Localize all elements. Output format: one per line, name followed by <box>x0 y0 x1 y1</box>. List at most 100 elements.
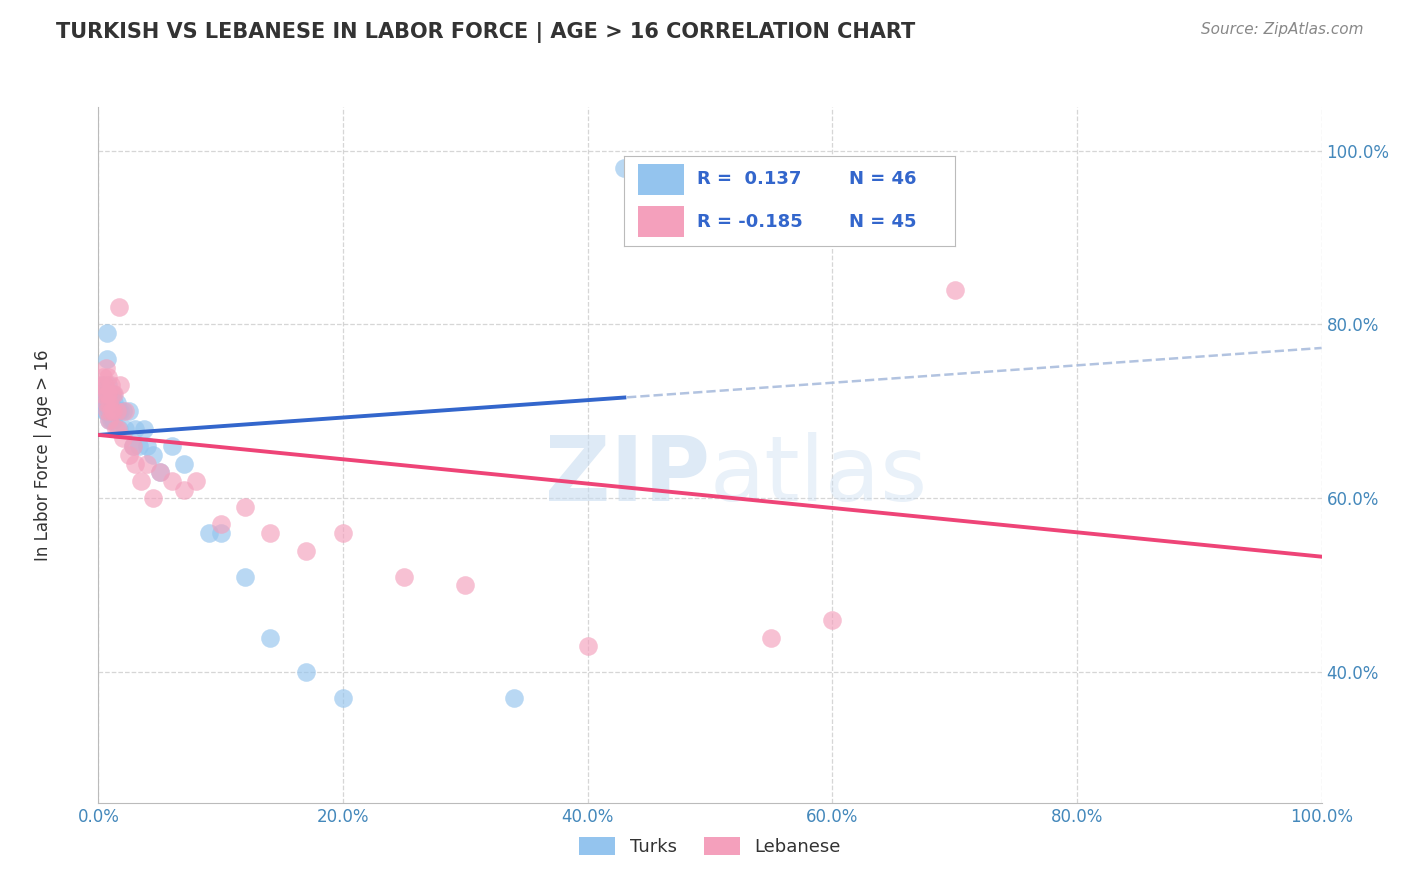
Point <box>98 413 121 427</box>
Point <box>149 466 172 480</box>
Bar <box>637 164 683 194</box>
Point <box>97 396 120 410</box>
Point <box>100 404 122 418</box>
Point <box>97 387 120 401</box>
Point <box>108 300 131 314</box>
Point <box>332 526 354 541</box>
Point <box>98 396 121 410</box>
Point <box>332 691 354 706</box>
Point <box>104 404 127 418</box>
Point <box>100 413 122 427</box>
Text: TURKISH VS LEBANESE IN LABOR FORCE | AGE > 16 CORRELATION CHART: TURKISH VS LEBANESE IN LABOR FORCE | AGE… <box>56 22 915 44</box>
Point <box>121 439 143 453</box>
Point <box>503 691 526 706</box>
Point <box>136 439 159 453</box>
Point <box>97 378 120 392</box>
Text: R = -0.185: R = -0.185 <box>697 213 803 231</box>
Point <box>101 404 124 418</box>
Point <box>821 613 844 627</box>
Point <box>186 474 208 488</box>
Point <box>96 326 118 340</box>
Point <box>103 396 125 410</box>
Point <box>129 474 152 488</box>
Point <box>209 517 232 532</box>
Point <box>100 378 122 392</box>
Point <box>111 404 134 418</box>
Point <box>91 387 114 401</box>
Point <box>104 422 127 436</box>
Point <box>101 404 124 418</box>
Point <box>110 404 132 418</box>
Point <box>94 396 117 410</box>
Text: N = 46: N = 46 <box>849 170 917 188</box>
Point <box>97 369 120 384</box>
Point <box>93 387 115 401</box>
Point <box>454 578 477 592</box>
Legend: Turks, Lebanese: Turks, Lebanese <box>572 830 848 863</box>
Point <box>295 543 318 558</box>
Point <box>105 404 128 418</box>
Point <box>136 457 159 471</box>
Point <box>128 439 150 453</box>
Point <box>90 387 112 401</box>
Point <box>943 283 966 297</box>
Point <box>98 413 121 427</box>
Point <box>101 413 124 427</box>
Point <box>91 396 114 410</box>
Point <box>197 526 219 541</box>
Point <box>259 631 281 645</box>
Point <box>295 665 318 680</box>
Point <box>173 457 195 471</box>
Point <box>259 526 281 541</box>
Text: R =  0.137: R = 0.137 <box>697 170 801 188</box>
Point <box>90 378 112 392</box>
Point <box>94 396 117 410</box>
Point <box>101 387 124 401</box>
Text: N = 45: N = 45 <box>849 213 917 231</box>
Point <box>111 430 134 444</box>
Point <box>110 378 132 392</box>
Point <box>107 404 129 418</box>
Point <box>142 448 165 462</box>
Point <box>576 639 599 653</box>
Point <box>96 404 118 418</box>
Point <box>132 422 155 436</box>
Point <box>761 631 783 645</box>
Point <box>91 378 114 392</box>
Point <box>101 387 124 401</box>
Point <box>100 387 122 401</box>
Point <box>392 570 416 584</box>
Point <box>98 404 121 418</box>
Point <box>118 448 141 462</box>
Point <box>100 396 122 410</box>
Bar <box>637 206 683 237</box>
Point <box>142 491 165 506</box>
Point <box>96 352 118 367</box>
Point <box>93 378 115 392</box>
Point <box>94 404 117 418</box>
Point <box>209 526 232 541</box>
Text: Source: ZipAtlas.com: Source: ZipAtlas.com <box>1201 22 1364 37</box>
Point <box>105 396 128 410</box>
Point <box>97 387 120 401</box>
Point <box>108 422 131 436</box>
Point <box>613 161 636 175</box>
Point <box>233 500 256 514</box>
Point <box>160 439 183 453</box>
Point <box>93 404 115 418</box>
Point <box>96 387 118 401</box>
Text: atlas: atlas <box>710 432 928 520</box>
Point <box>114 422 136 436</box>
Point <box>91 369 114 384</box>
Point <box>118 404 141 418</box>
Point <box>121 439 143 453</box>
Point <box>114 404 136 418</box>
Text: ZIP: ZIP <box>546 432 710 520</box>
Text: In Labor Force | Age > 16: In Labor Force | Age > 16 <box>34 349 52 561</box>
Point <box>124 422 146 436</box>
Point <box>160 474 183 488</box>
Point <box>94 360 117 375</box>
Point <box>149 466 172 480</box>
Point <box>103 387 125 401</box>
Point <box>173 483 195 497</box>
